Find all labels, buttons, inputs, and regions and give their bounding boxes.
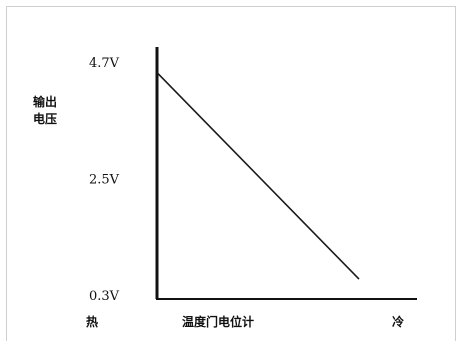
y-tick-label: 0.3V bbox=[89, 289, 120, 304]
chart-frame: 输出 电压 温度门电位计 热 冷 4.7V 2.5V 0.3V bbox=[6, 6, 456, 341]
x-axis-start-label: 热 bbox=[86, 314, 98, 329]
y-axis-label-line-2: 电压 bbox=[33, 111, 57, 126]
y-axis-label-line-1: 输出 bbox=[33, 94, 57, 109]
series-line bbox=[156, 72, 360, 280]
y-tick-label: 4.7V bbox=[89, 56, 120, 71]
series-layer bbox=[156, 72, 360, 280]
chart-svg: 输出 电压 温度门电位计 热 冷 4.7V 2.5V 0.3V bbox=[33, 47, 417, 329]
y-tick-labels: 4.7V 2.5V 0.3V bbox=[89, 56, 120, 304]
x-axis-label: 温度门电位计 bbox=[182, 314, 254, 329]
x-axis-end-label: 冷 bbox=[392, 314, 404, 329]
y-tick-label: 2.5V bbox=[89, 173, 120, 188]
